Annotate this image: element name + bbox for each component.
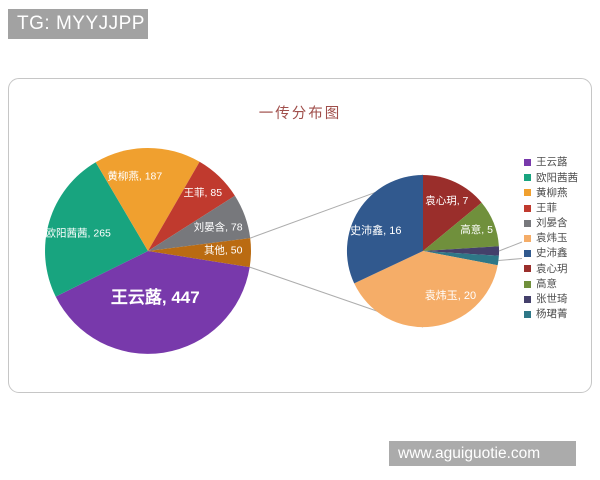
legend-item-杨珺菁: 杨珺菁 [524, 307, 578, 322]
legend-item-欧阳茜茜: 欧阳茜茜 [524, 170, 578, 185]
legend-swatch-icon [524, 250, 531, 258]
legend-swatch-icon [524, 265, 531, 273]
legend-label: 高意 [536, 277, 557, 290]
legend-item-黄柳燕: 黄柳燕 [524, 185, 578, 200]
legend-item-王菲: 王菲 [524, 201, 578, 216]
legend-item-王云蕗: 王云蕗 [524, 155, 578, 170]
chart-title: 一传分布图 [258, 106, 342, 122]
legend-swatch-icon [524, 280, 531, 288]
legend-label: 史沛鑫 [536, 247, 568, 260]
chart-panel [8, 78, 592, 393]
legend-label: 刘晏含 [536, 217, 568, 230]
legend-label: 王菲 [536, 201, 557, 214]
legend-item-高意: 高意 [524, 277, 578, 292]
legend-swatch-icon [524, 174, 531, 182]
legend-swatch-icon [524, 189, 531, 197]
legend-label: 欧阳茜茜 [536, 171, 578, 184]
watermark-bar: www.aguiguotie.com [389, 441, 576, 466]
legend-item-刘晏含: 刘晏含 [524, 216, 578, 231]
legend-item-张世琦: 张世琦 [524, 292, 578, 307]
legend-swatch-icon [524, 235, 531, 243]
legend-item-袁心玥: 袁心玥 [524, 261, 578, 276]
legend-label: 杨珺菁 [536, 308, 568, 321]
legend-swatch-icon [524, 204, 531, 212]
legend-label: 王云蕗 [536, 156, 568, 169]
legend-swatch-icon [524, 219, 531, 227]
legend-label: 张世琦 [536, 293, 568, 306]
tg-badge: TG: MYYJJPP [8, 9, 148, 39]
legend-swatch-icon [524, 159, 531, 167]
chart-legend: 王云蕗欧阳茜茜黄柳燕王菲刘晏含袁炜玉史沛鑫袁心玥高意张世琦杨珺菁 [524, 155, 578, 322]
legend-swatch-icon [524, 310, 531, 318]
legend-swatch-icon [524, 295, 531, 303]
legend-label: 黄柳燕 [536, 186, 568, 199]
legend-label: 袁炜玉 [536, 232, 568, 245]
legend-item-史沛鑫: 史沛鑫 [524, 246, 578, 261]
legend-item-袁炜玉: 袁炜玉 [524, 231, 578, 246]
legend-label: 袁心玥 [536, 262, 568, 275]
